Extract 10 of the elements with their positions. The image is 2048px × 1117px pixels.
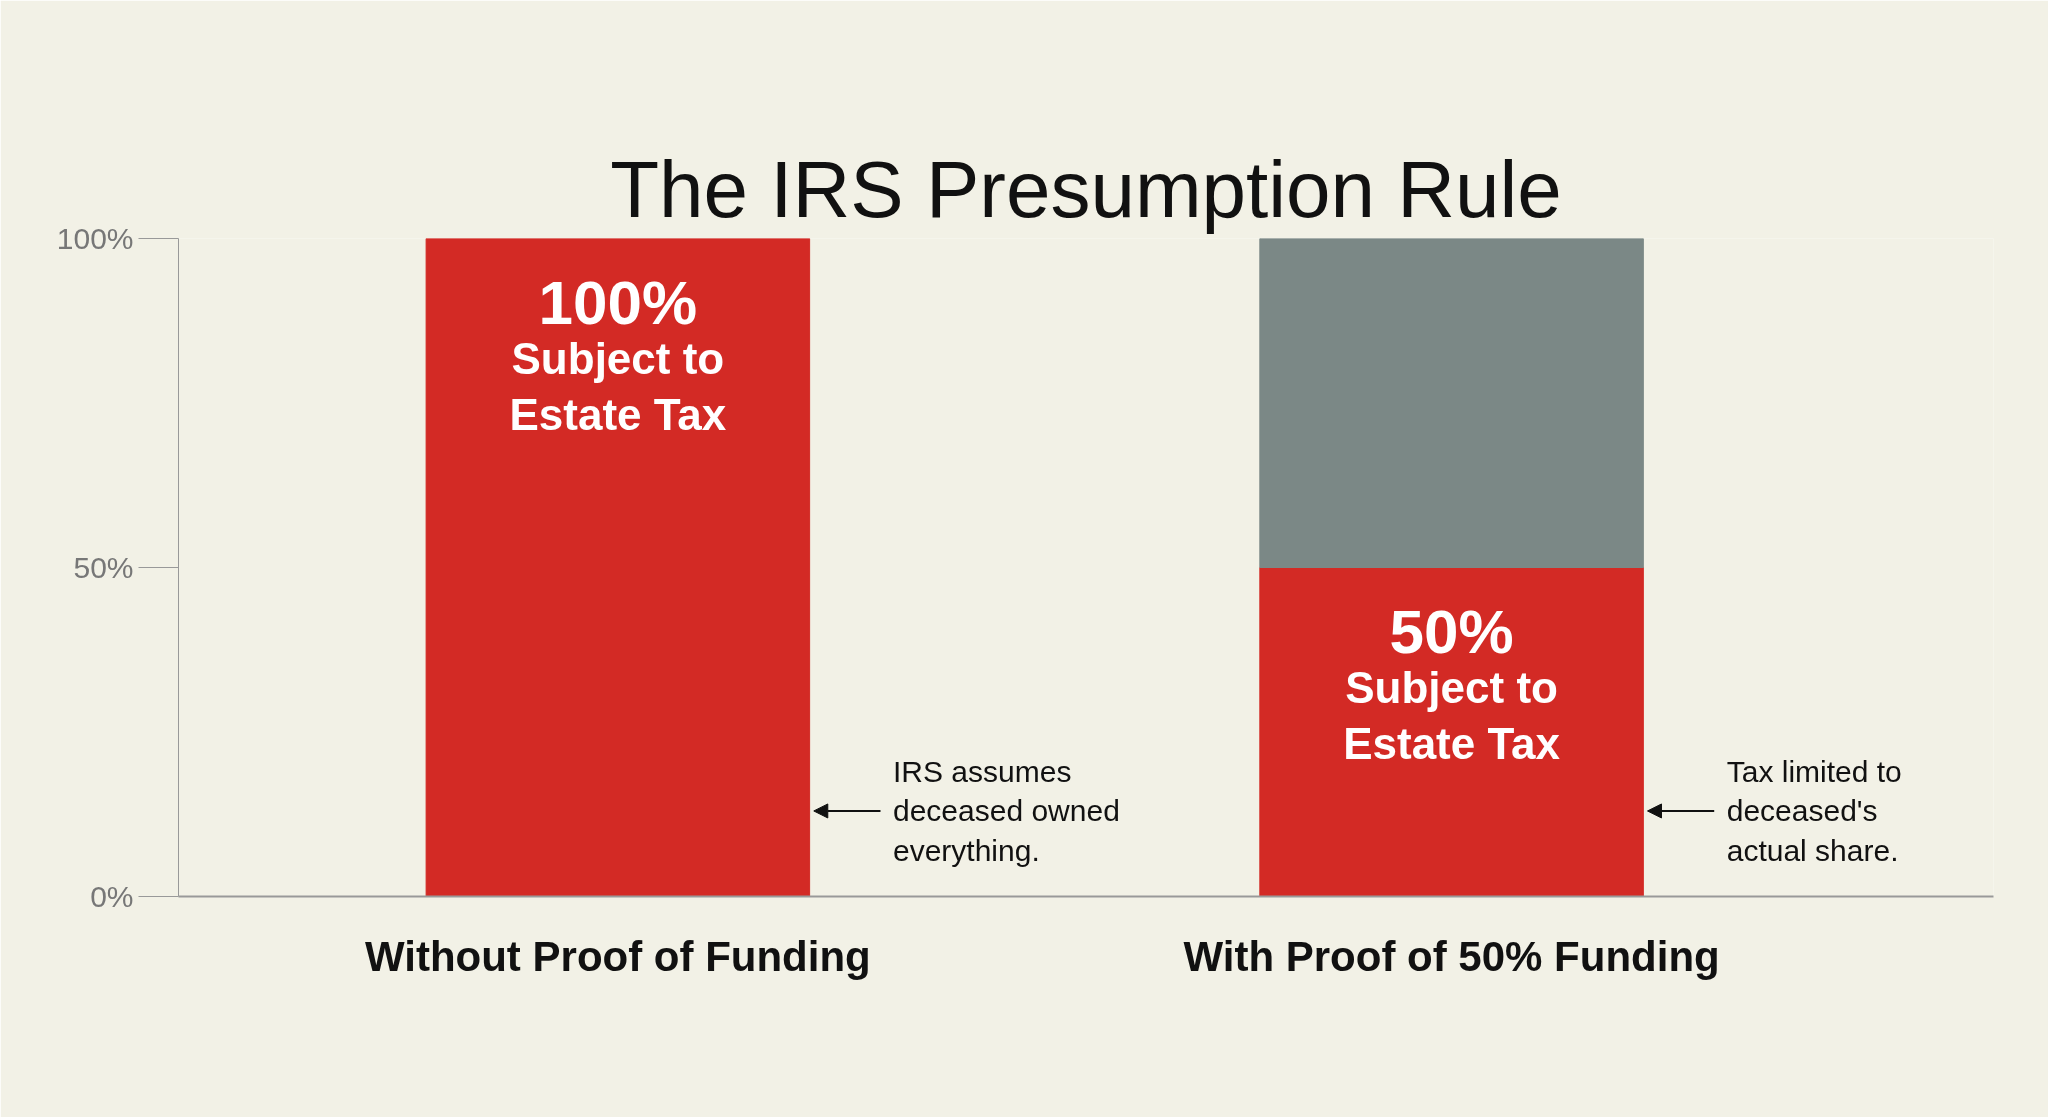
y-tick-label: 50%	[73, 551, 134, 584]
data-label: 100% Subject to Estate Tax	[509, 268, 727, 440]
x-tick-label: Without Proof of Funding	[364, 932, 871, 980]
x-tick-label: With Proof of 50% Funding	[1183, 932, 1720, 980]
data-label: 50% Subject to Estate Tax	[1343, 597, 1561, 769]
y-tick-label: 100%	[56, 222, 134, 255]
annotation: Tax limited to deceased's actual share.	[1726, 754, 1902, 868]
annotation: IRS assumes deceased owned everything.	[892, 754, 1120, 868]
chart-title: The IRS Presumption Rule	[610, 144, 1562, 234]
y-tick-label: 0%	[90, 880, 134, 913]
